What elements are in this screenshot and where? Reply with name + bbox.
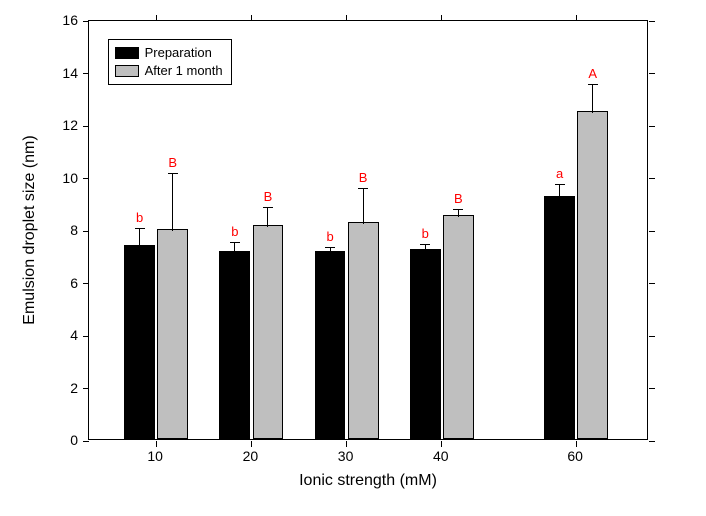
x-tick-top [156, 15, 157, 21]
bar-after [157, 229, 188, 439]
y-tick [83, 231, 89, 232]
y-tick-label: 2 [70, 380, 78, 396]
significance-label: b [136, 210, 143, 225]
y-tick-right [649, 388, 655, 389]
x-tick-top [441, 15, 442, 21]
significance-label: a [556, 166, 563, 181]
significance-label: b [231, 224, 238, 239]
legend: Preparation After 1 month [108, 39, 232, 85]
error-cap [325, 247, 335, 248]
error-cap [230, 242, 240, 243]
y-tick-label: 10 [62, 170, 78, 186]
error-cap [135, 228, 145, 229]
y-tick-label: 16 [62, 12, 78, 28]
error-cap [420, 244, 430, 245]
y-tick-right [649, 178, 655, 179]
x-tick [441, 441, 442, 447]
x-tick-top [576, 15, 577, 21]
bar-after [253, 225, 284, 439]
legend-row: Preparation [115, 44, 223, 62]
x-tick-top [346, 15, 347, 21]
x-tick [156, 441, 157, 447]
bar-prep [219, 251, 250, 439]
significance-label: b [422, 226, 429, 241]
y-tick-right [649, 336, 655, 337]
x-tick [576, 441, 577, 447]
error-bar [363, 188, 364, 225]
y-tick-right [649, 441, 655, 442]
significance-label: B [264, 189, 273, 204]
x-tick [251, 441, 252, 447]
significance-label: b [326, 229, 333, 244]
significance-label: B [168, 155, 177, 170]
error-cap [168, 173, 178, 174]
error-cap [453, 209, 463, 210]
significance-label: A [588, 66, 597, 81]
legend-swatch [115, 65, 139, 77]
y-tick [83, 283, 89, 284]
y-tick-label: 6 [70, 275, 78, 291]
error-bar [139, 228, 140, 246]
x-tick-label: 20 [243, 448, 259, 464]
y-tick [83, 178, 89, 179]
y-tick [83, 126, 89, 127]
bar-prep [124, 245, 155, 439]
x-tick-label: 30 [338, 448, 354, 464]
y-tick-label: 4 [70, 327, 78, 343]
x-tick-top [251, 15, 252, 21]
legend-label: After 1 month [145, 63, 223, 78]
y-tick [83, 441, 89, 442]
error-cap [358, 188, 368, 189]
y-tick-label: 8 [70, 222, 78, 238]
x-axis-title: Ionic strength (mM) [88, 472, 648, 490]
y-tick [83, 21, 89, 22]
y-tick [83, 336, 89, 337]
y-tick-label: 12 [62, 117, 78, 133]
error-cap [588, 84, 598, 85]
y-tick-right [649, 126, 655, 127]
bar-prep [315, 251, 346, 439]
y-tick-label: 0 [70, 432, 78, 448]
error-cap [263, 207, 273, 208]
error-bar [267, 207, 268, 227]
x-tick [346, 441, 347, 447]
y-tick [83, 73, 89, 74]
error-bar [559, 184, 560, 198]
legend-row: After 1 month [115, 62, 223, 80]
bar-after [348, 222, 379, 439]
x-tick-label: 60 [567, 448, 583, 464]
significance-label: B [454, 191, 463, 206]
legend-label: Preparation [145, 45, 212, 60]
x-tick-label: 40 [433, 448, 449, 464]
y-tick-right [649, 73, 655, 74]
error-bar [592, 84, 593, 113]
error-bar [172, 173, 173, 231]
bar-after [577, 111, 608, 439]
bar-after [443, 215, 474, 439]
significance-label: B [359, 170, 368, 185]
error-bar [458, 209, 459, 217]
bar-prep [410, 249, 441, 439]
error-bar [234, 242, 235, 254]
y-tick-right [649, 231, 655, 232]
y-axis-title: Emulsion droplet size (nm) [21, 135, 39, 324]
y-tick-right [649, 283, 655, 284]
y-tick-right [649, 21, 655, 22]
y-tick-label: 14 [62, 65, 78, 81]
y-tick [83, 388, 89, 389]
error-cap [555, 184, 565, 185]
legend-swatch [115, 47, 139, 59]
bar-prep [544, 196, 575, 439]
x-tick-label: 10 [147, 448, 163, 464]
